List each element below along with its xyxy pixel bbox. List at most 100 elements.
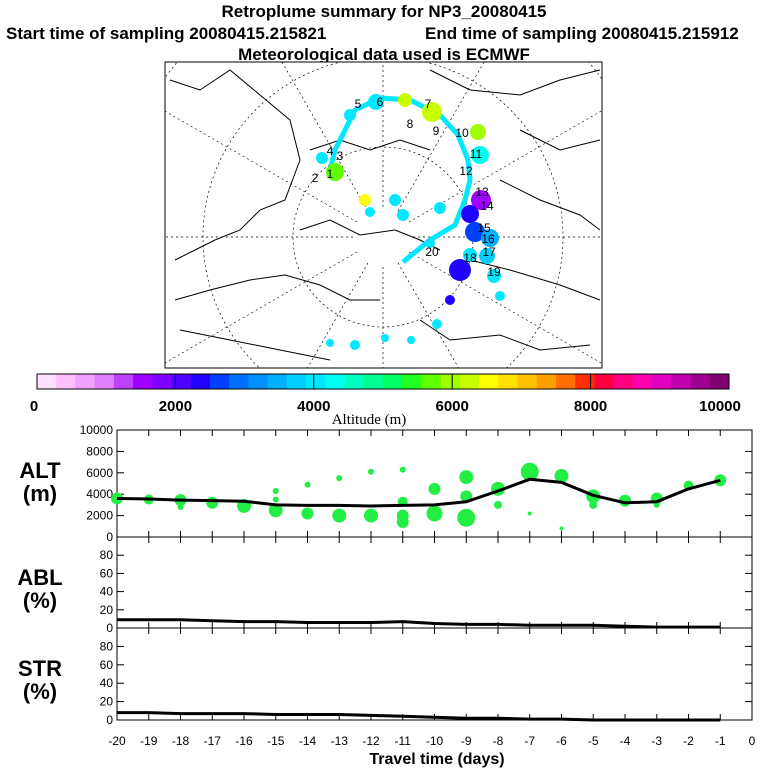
coastline — [499, 179, 601, 231]
colorbar-swatch — [402, 374, 422, 389]
meridian-line — [306, 262, 369, 368]
y-axis-label: STR — [18, 656, 62, 681]
colorbar-swatch — [133, 374, 153, 389]
colorbar-swatch — [210, 374, 230, 389]
altitude-particle — [559, 526, 564, 531]
panel-str: 0 20 40 60 80 STR(%) — [18, 627, 753, 727]
colorbar-tick-label: 0 — [30, 398, 38, 415]
altitude-particle — [426, 505, 443, 522]
panel-abl: 0 20 40 60 80 ABL(%) — [17, 536, 753, 635]
coastline — [174, 274, 380, 301]
x-tick-label: -3 — [651, 734, 662, 748]
panel-frame — [116, 536, 753, 629]
day-label: 6 — [377, 95, 384, 109]
altitude-particle — [272, 496, 279, 503]
x-tick-label: -19 — [140, 734, 158, 748]
altitude-particle — [364, 508, 378, 523]
x-tick-label: -6 — [556, 734, 567, 748]
plume-marker — [471, 146, 489, 164]
y-tick-label: 4000 — [86, 487, 113, 501]
colorbar-swatch — [556, 374, 576, 389]
day-label: 8 — [407, 117, 414, 131]
x-tick-label: -13 — [331, 734, 349, 748]
colorbar-swatch — [344, 374, 365, 389]
coastline — [419, 319, 591, 351]
altitude-particle — [336, 475, 343, 482]
altitude-particle — [304, 481, 311, 488]
y-axis-unit: (%) — [23, 679, 57, 704]
coastline — [299, 219, 441, 251]
series-line — [117, 711, 721, 722]
altitude-particle — [494, 500, 502, 509]
colorbar-swatch — [75, 374, 95, 389]
y-axis-label: ABL — [17, 565, 62, 590]
altitude-particle — [459, 470, 474, 485]
y-tick-label: 40 — [100, 585, 114, 599]
plume-marker — [470, 124, 486, 140]
plume-track-line — [327, 95, 473, 264]
y-axis-unit: (m) — [23, 481, 57, 506]
y-axis-unit: (%) — [23, 588, 57, 613]
altitude-particle — [457, 508, 476, 527]
colorbar-swatch — [652, 374, 672, 389]
colorbar-swatch — [594, 374, 614, 389]
colorbar-swatch — [690, 374, 711, 389]
altitude-colorbar: 0 2000 4000 6000 8000 10000 Altitude (m) — [30, 373, 741, 428]
altitude-particle — [301, 507, 314, 520]
plume-marker — [422, 102, 442, 122]
y-tick-label: 40 — [100, 676, 114, 690]
day-label: 16 — [481, 232, 495, 246]
day-label: 7 — [425, 97, 432, 111]
day-label: 1 — [327, 167, 334, 181]
day-label: 9 — [433, 124, 440, 138]
colorbar-tick-label: 4000 — [297, 398, 330, 415]
map-coastlines — [169, 69, 601, 361]
x-tick-label: -12 — [362, 734, 380, 748]
plume-marker — [316, 152, 328, 164]
x-tick-label: -1 — [715, 734, 726, 748]
colorbar-tick-label: 8000 — [574, 398, 607, 415]
day-label: 4 — [327, 144, 334, 158]
meridian-line — [165, 251, 358, 364]
plume-marker — [398, 93, 412, 107]
y-tick-label: 8000 — [86, 444, 113, 458]
chart-title: Retroplume summary for NP3_20080415 — [221, 2, 547, 21]
y-tick-label: 2000 — [86, 509, 113, 523]
y-tick-label: 60 — [100, 566, 114, 580]
y-axis-label: ALT — [19, 458, 61, 483]
colorbar-swatch — [383, 374, 403, 389]
plume-marker — [326, 339, 334, 347]
coastline — [429, 69, 601, 96]
time-series-panels: 0200040006000800010000ALT(m)020406080ABL… — [17, 423, 755, 768]
colorbar-swatch — [517, 374, 538, 389]
altitude-particle — [206, 496, 219, 509]
plume-marker — [344, 109, 356, 121]
day-label: 2 — [312, 171, 319, 185]
y-tick-label: 10000 — [80, 423, 114, 437]
x-tick-label: -20 — [108, 734, 126, 748]
y-tick-label: 20 — [100, 695, 114, 709]
y-tick-label: 6000 — [86, 466, 113, 480]
panel-alt: 0 2000 4000 6000 8000 10000 ALT(m) — [19, 423, 753, 544]
day-label: 19 — [487, 265, 501, 279]
colorbar-axis-label: Altitude (m) — [332, 412, 407, 428]
colorbar-swatch — [306, 374, 326, 389]
map-frame — [164, 61, 603, 369]
altitude-particle — [554, 469, 569, 484]
x-tick-label: -10 — [426, 734, 444, 748]
x-tick-label: -14 — [299, 734, 317, 748]
altitude-particle — [527, 511, 532, 516]
x-tick-label: -5 — [588, 734, 599, 748]
y-tick-label: 0 — [106, 530, 113, 544]
day-label: 5 — [355, 97, 362, 111]
altitude-particle — [268, 503, 283, 518]
meridian-line — [397, 62, 485, 212]
altitude-particle — [332, 508, 347, 523]
colorbar-swatch — [190, 374, 211, 389]
colorbar-swatch — [37, 374, 57, 389]
plume-marker — [471, 190, 491, 210]
plume-marker — [465, 222, 485, 242]
